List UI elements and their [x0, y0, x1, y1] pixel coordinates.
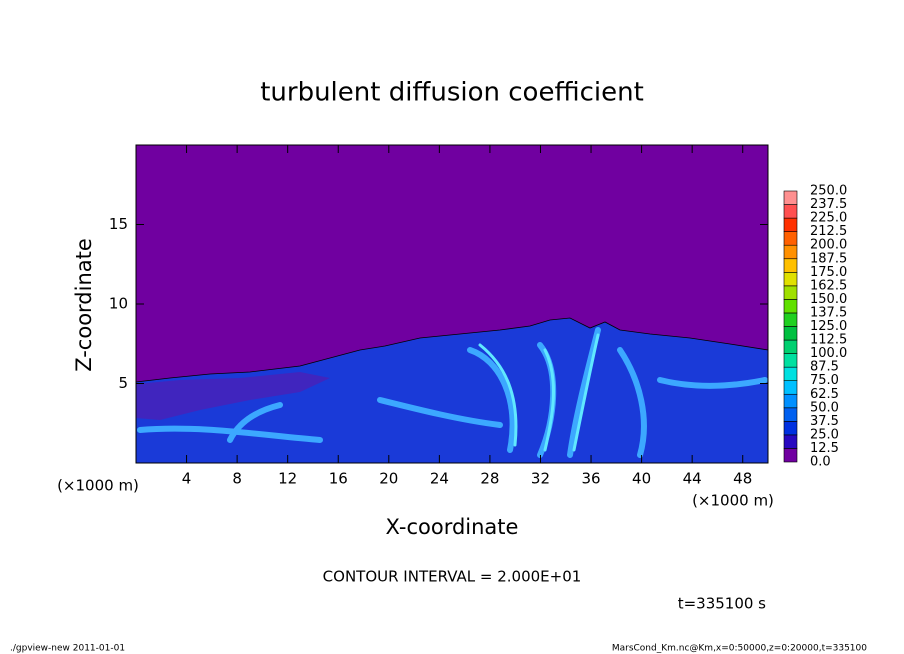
colorbar-label: 37.5 [810, 414, 839, 429]
x-tick-label: 40 [632, 470, 651, 488]
weak-region [136, 372, 330, 420]
colorbar-label: 12.5 [810, 441, 839, 456]
colorbar-label: 162.5 [810, 278, 847, 293]
colorbar-box [783, 326, 798, 341]
colorbar-box [783, 271, 798, 287]
x-tick-label: 48 [733, 470, 752, 488]
colorbar-box [783, 244, 798, 260]
colorbar-label: 175.0 [810, 265, 847, 280]
colorbar-box [783, 190, 798, 205]
colorbar-label: 150.0 [810, 292, 847, 307]
colorbar-box [783, 407, 798, 422]
turbulent-region [135, 317, 769, 464]
x-tick-label: 20 [379, 470, 398, 488]
colorbar-box [783, 204, 798, 219]
colorbar-label: 125.0 [810, 319, 847, 334]
colorbar-label: 87.5 [810, 360, 839, 375]
colorbar-label: 200.0 [810, 238, 847, 253]
colorbar-box [783, 448, 798, 463]
x-tick-label: 36 [581, 470, 600, 488]
streaks [137, 327, 768, 458]
colorbar-label: 225.0 [810, 211, 847, 226]
colorbar-box [783, 393, 798, 409]
colorbar-box [783, 353, 798, 368]
x-tick-label: 44 [683, 470, 702, 488]
x-tick-label: 12 [278, 470, 297, 488]
x-axis-title: X-coordinate [386, 515, 519, 539]
colorbar-label: 237.5 [810, 197, 847, 212]
time-label: t=335100 s [678, 595, 766, 613]
colorbar-box [783, 380, 798, 395]
colorbar-label: 250.0 [810, 184, 847, 199]
x-tick-label: 24 [430, 470, 449, 488]
colorbar-label: 100.0 [810, 346, 847, 361]
x-tick-label: 4 [182, 470, 192, 488]
colorbar-box [783, 421, 798, 436]
y-tick-label: 15 [109, 215, 128, 233]
colorbar-label: 50.0 [810, 400, 839, 415]
colorbar-box [783, 285, 798, 300]
colorbar-box [783, 258, 798, 273]
colorbar-label: 137.5 [810, 305, 847, 320]
colorbar-label: 25.0 [810, 427, 839, 442]
colorbar-label: 212.5 [810, 224, 847, 239]
colorbar-label: 187.5 [810, 251, 847, 266]
x-tick-label: 32 [531, 470, 550, 488]
x-tick-label: 28 [480, 470, 499, 488]
colorbar-label: 62.5 [810, 387, 839, 402]
streaks-strong [478, 333, 600, 452]
colorbar-box [783, 299, 798, 314]
colorbar-box [783, 339, 798, 354]
y-tick-label: 5 [118, 374, 128, 392]
y-tick-label: 10 [109, 295, 128, 313]
colorbar-box [783, 366, 798, 381]
colorbar-box [783, 231, 798, 246]
x-unit-left: (×1000 m) [57, 477, 139, 495]
colorbar-box [783, 217, 798, 232]
x-tick-label: 8 [232, 470, 242, 488]
colorbar-label: 112.5 [810, 333, 847, 348]
x-unit-right: (×1000 m) [692, 492, 774, 510]
colorbar-box [783, 312, 798, 327]
colorbar-label: 75.0 [810, 373, 839, 388]
colorbar-label: 0.0 [810, 455, 831, 470]
chart-title: turbulent diffusion coefficient [260, 78, 644, 108]
field [135, 145, 769, 464]
y-axis-title: Z-coordinate [72, 238, 96, 372]
x-tick-label: 16 [329, 470, 348, 488]
footer-right: MarsCond_Km.nc@Km,x=0:50000,z=0:20000,t=… [612, 644, 867, 654]
footer-left: ./gpview-new 2011-01-01 [10, 644, 125, 654]
contour-interval: CONTOUR INTERVAL = 2.000E+01 [323, 568, 582, 586]
colorbar-box [783, 434, 798, 449]
